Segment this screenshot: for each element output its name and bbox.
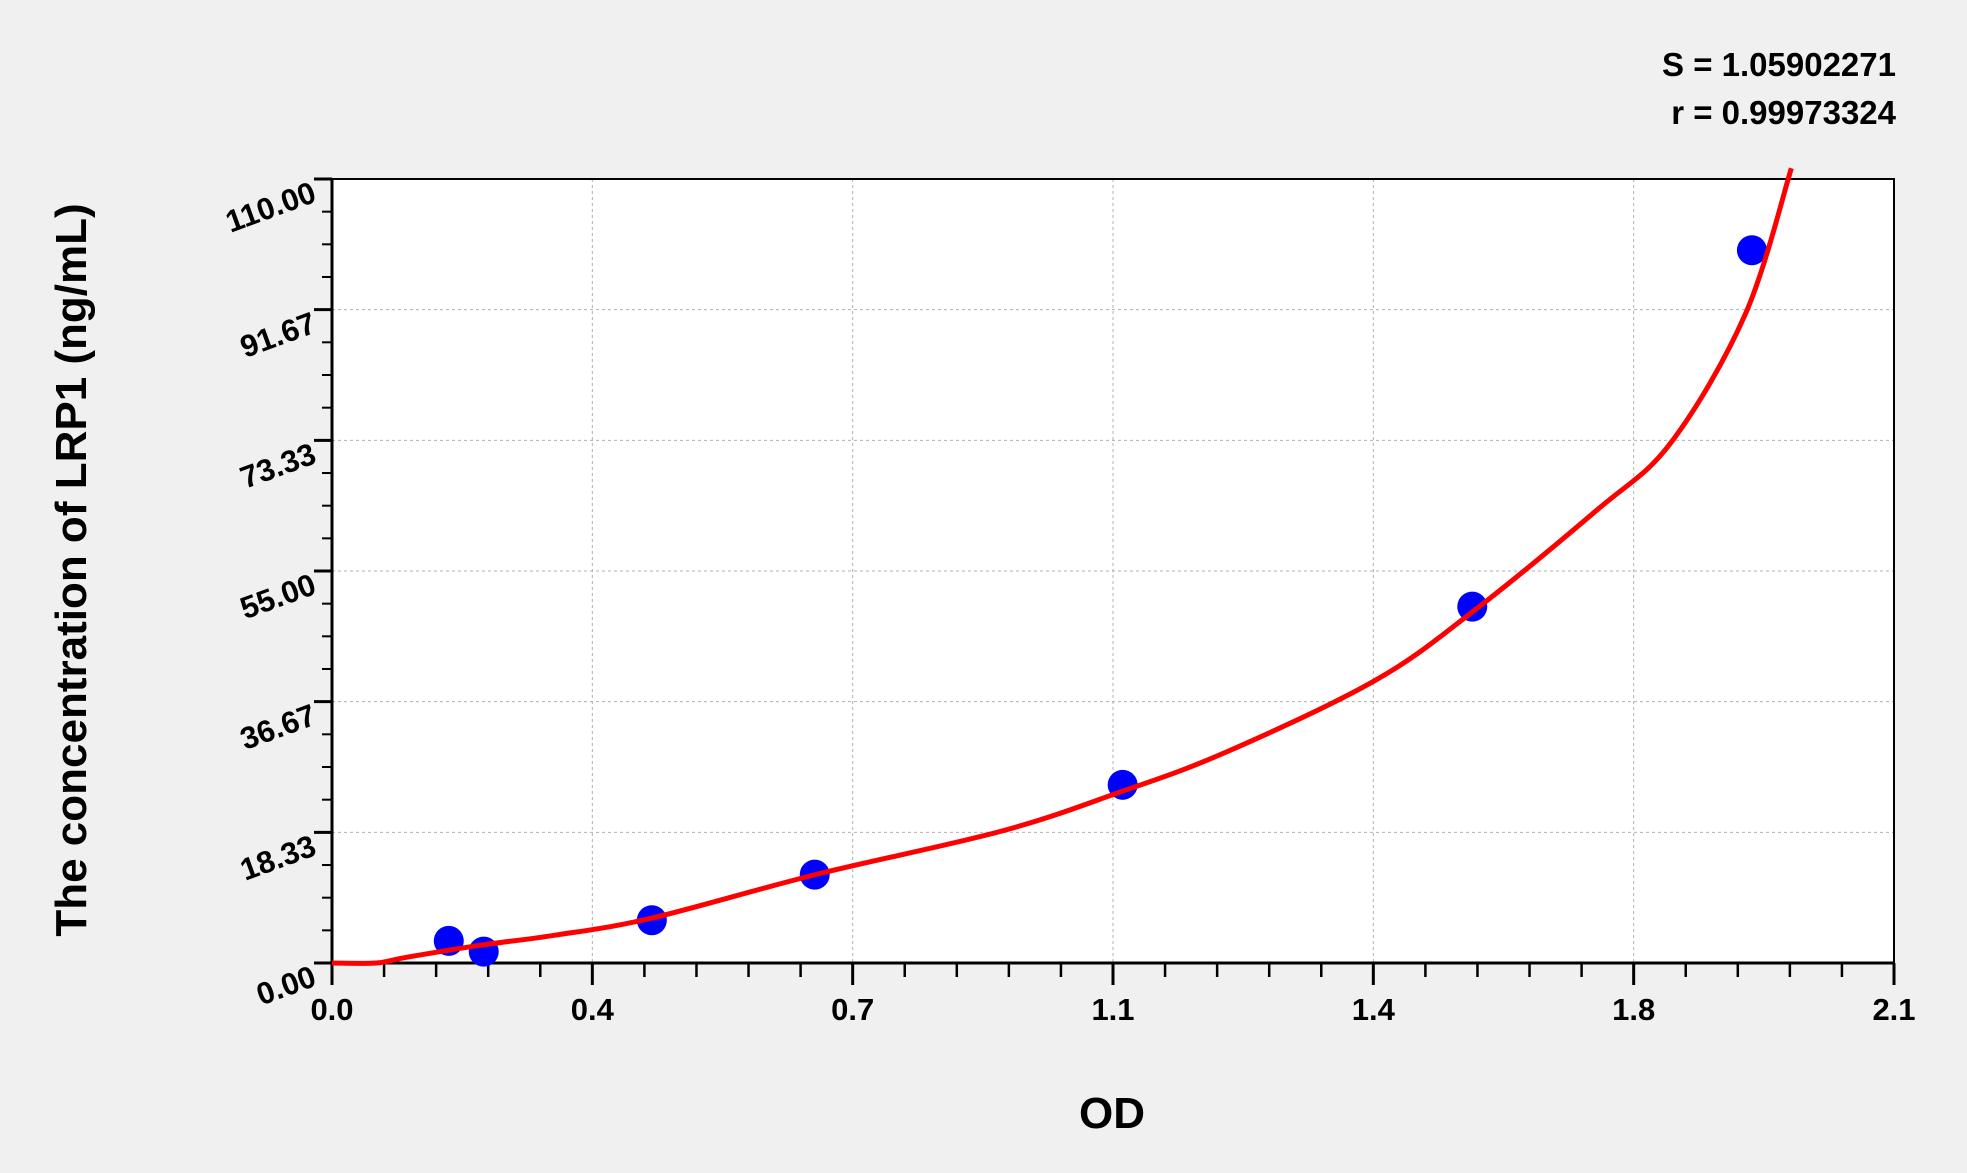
y-tick-label: 110.00: [221, 175, 320, 240]
x-tick-label: 1.8: [1612, 992, 1655, 1027]
data-point: [1736, 235, 1767, 266]
x-tick-label: 0.4: [571, 992, 615, 1027]
y-tick-label: 55.00: [236, 567, 321, 626]
x-axis-ticks: 0.0 0.4 0.7 1.1 1.4 1.8 2.1: [310, 963, 1916, 1027]
x-tick-label: 1.4: [1352, 992, 1396, 1027]
y-tick-label: 91.67: [236, 305, 321, 364]
x-tick-label: 1.1: [1091, 992, 1134, 1027]
fit-curve-group: [331, 167, 1794, 966]
y-axis-label: The concentration of LRP1 (ng/mL): [47, 203, 96, 936]
x-tick-label: 2.1: [1872, 992, 1915, 1027]
grid: [332, 179, 1894, 963]
x-axis-label: OD: [1079, 1089, 1145, 1138]
x-tick-label: 0.7: [831, 992, 874, 1027]
data-point: [1457, 591, 1488, 622]
y-tick-label: 36.67: [236, 697, 321, 756]
y-tick-label: 18.33: [236, 828, 321, 887]
stat-s: S = 1.05902271: [1662, 46, 1896, 83]
stat-r: r = 0.99973324: [1671, 94, 1896, 131]
fit-curve: [331, 167, 1794, 966]
x-tick-label: 0.0: [310, 992, 353, 1027]
y-tick-label: 73.33: [236, 436, 321, 495]
